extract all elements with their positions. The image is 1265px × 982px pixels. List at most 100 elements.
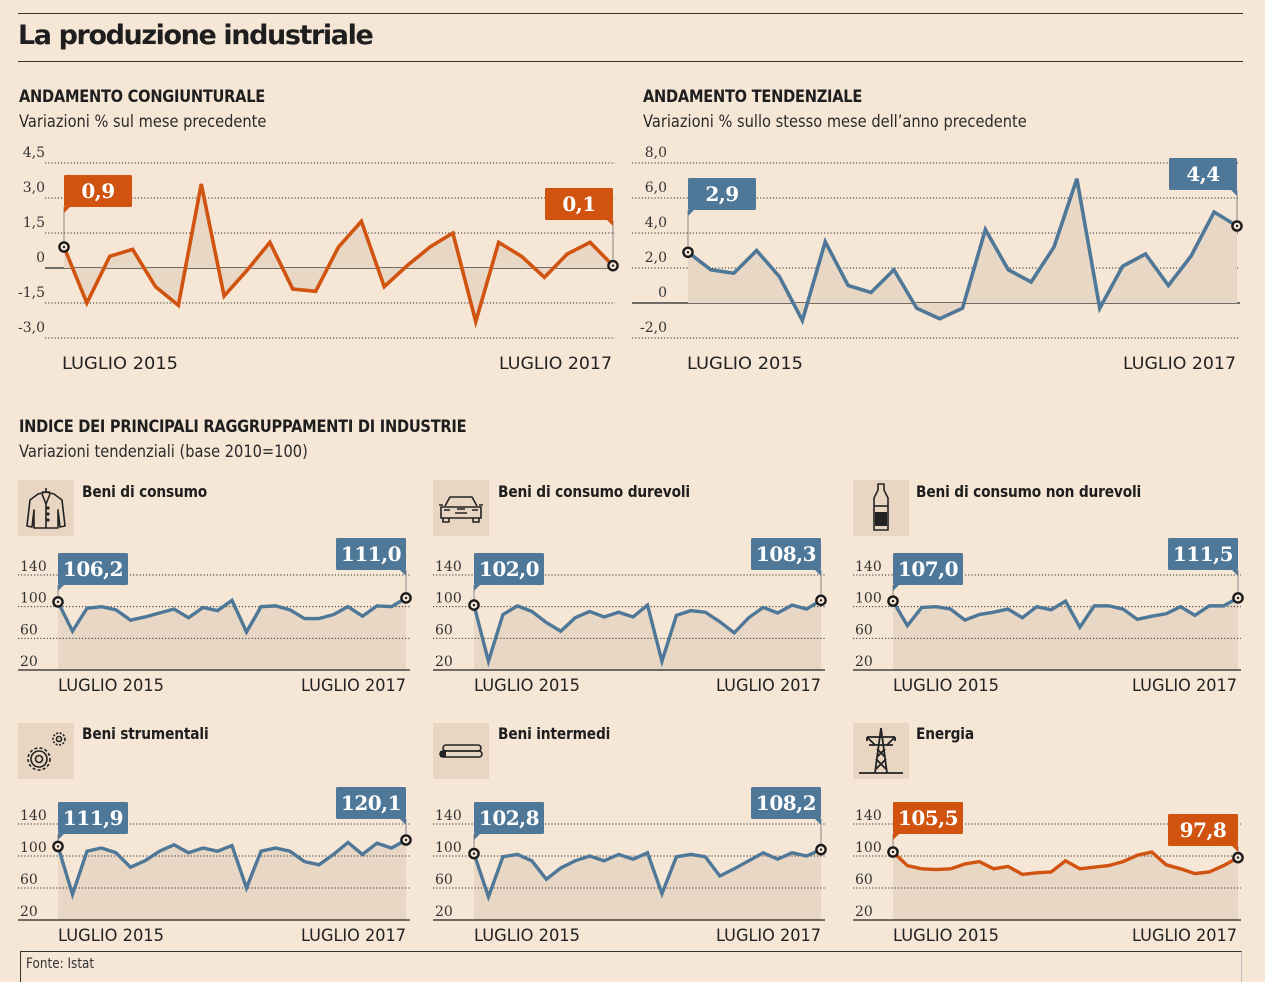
gears-icon xyxy=(27,732,66,771)
end-value-label-text: 111,0 xyxy=(341,542,401,566)
start-marker-dot xyxy=(686,251,690,254)
bottle-icon-box xyxy=(853,480,909,536)
page-title: La produzione industriale xyxy=(18,20,374,51)
x-end-label: LUGLIO 2017 xyxy=(301,926,406,946)
end-value-label-tail xyxy=(607,220,613,226)
y-tick-label: 140 xyxy=(435,559,462,575)
chart-beni-strumentali: 140 100 60 20 LUGLIO 2015 LUGLIO 2017 xyxy=(18,808,410,946)
jacket-icon-box xyxy=(18,480,74,536)
end-value-label: 108,2 xyxy=(751,787,821,825)
power-pylon-icon-box xyxy=(853,723,909,779)
end-value-label-box xyxy=(1168,814,1238,846)
end-value-label: 108,3 xyxy=(751,538,821,576)
panel-title-energia: Energia xyxy=(916,724,974,743)
series-line xyxy=(56,838,407,900)
area-fill xyxy=(474,600,821,670)
start-marker-dot xyxy=(891,850,895,854)
x-end-label: LUGLIO 2017 xyxy=(716,926,821,946)
end-marker-dot xyxy=(819,599,823,602)
section-title-raggruppamenti: INDICE DEI PRINCIPALI RAGGRUPPAMENTI DI … xyxy=(19,417,467,437)
y-tick-label: 100 xyxy=(855,591,882,607)
end-value-label-tail xyxy=(1232,570,1238,576)
y-tick-label: 3,0 xyxy=(23,180,45,196)
area-fill xyxy=(474,849,821,920)
x-end-label: LUGLIO 2017 xyxy=(1132,926,1237,946)
y-tick-label: 4,5 xyxy=(23,145,45,161)
y-tick-label: 60 xyxy=(855,622,873,638)
gears-icon-box xyxy=(18,723,74,779)
panel-title-beni-intermedi: Beni intermedi xyxy=(498,724,611,743)
start-value-label-tail xyxy=(688,210,694,216)
x-end-label: LUGLIO 2017 xyxy=(499,354,612,374)
pipes-icon-box xyxy=(433,723,489,779)
y-tick-label: 4,0 xyxy=(645,215,667,231)
x-end-label: LUGLIO 2017 xyxy=(716,676,821,696)
end-value-label: 120,1 xyxy=(336,787,406,825)
start-value-label-tail xyxy=(893,585,899,591)
section-subtitle-raggruppamenti: Variazioni tendenziali (base 2010=100) xyxy=(19,442,308,462)
end-value-label-box xyxy=(1168,538,1238,570)
end-marker-dot xyxy=(819,848,823,851)
start-value-label-box xyxy=(893,802,963,834)
end-value-label: 97,8 xyxy=(1168,814,1238,852)
start-value-label: 2,9 xyxy=(688,178,756,216)
start-value-label-text: 106,2 xyxy=(63,557,123,581)
start-value-label-tail xyxy=(64,207,70,213)
x-start-label: LUGLIO 2015 xyxy=(687,354,803,374)
end-value-label-text: 120,1 xyxy=(341,791,401,815)
car-icon-box xyxy=(433,480,489,536)
y-tick-label: 8,0 xyxy=(645,145,667,161)
start-value-label-text: 0,9 xyxy=(81,179,114,203)
start-value-label-box xyxy=(688,178,756,210)
section-title-congiunturale: ANDAMENTO CONGIUNTURALE xyxy=(19,87,266,107)
start-value-label-text: 102,8 xyxy=(479,806,539,830)
chart-beni-di-consumo: 140 100 60 20 LUGLIO 2015 LUGLIO 2017 xyxy=(18,559,410,696)
x-start-label: LUGLIO 2015 xyxy=(474,676,580,696)
start-marker-dot xyxy=(56,845,60,848)
area-fill xyxy=(688,178,1237,321)
start-value-label: 0,9 xyxy=(64,175,132,213)
chart-tendenziale: 8,0 6,0 4,0 2,0 0 -2,0 LUGLIO 2015 LUGLIO 2017 xyxy=(632,145,1240,374)
x-start-label: LUGLIO 2015 xyxy=(58,926,164,946)
end-value-label-tail xyxy=(1232,846,1238,852)
y-tick-label: 140 xyxy=(20,559,47,575)
series-line xyxy=(472,598,822,668)
end-value-label-text: 4,4 xyxy=(1186,162,1220,186)
start-value-label-text: 105,5 xyxy=(898,806,958,830)
pipes-icon xyxy=(439,744,483,758)
y-tick-label: 0 xyxy=(36,250,45,266)
y-tick-label: 140 xyxy=(435,808,462,824)
end-value-label-box xyxy=(336,538,406,570)
start-value-label-tail xyxy=(58,585,64,591)
start-value-label-text: 111,9 xyxy=(63,806,123,830)
title-rule xyxy=(18,61,1243,62)
start-value-label-tail xyxy=(893,834,899,840)
y-tick-label: 20 xyxy=(20,904,38,920)
end-value-label-box xyxy=(336,787,406,819)
start-marker-dot xyxy=(56,600,60,604)
x-start-label: LUGLIO 2015 xyxy=(893,676,999,696)
y-tick-label: 0 xyxy=(658,285,667,301)
y-tick-label: 60 xyxy=(20,872,38,888)
end-value-label: 4,4 xyxy=(1169,158,1237,196)
end-marker-dot xyxy=(404,838,408,842)
y-tick-label: 20 xyxy=(855,654,873,670)
start-value-label-text: 102,0 xyxy=(479,557,539,581)
start-marker-dot xyxy=(472,603,476,607)
end-value-label: 111,0 xyxy=(336,538,406,576)
end-value-label-tail xyxy=(815,819,821,825)
y-tick-label: 20 xyxy=(855,904,873,920)
x-start-label: LUGLIO 2015 xyxy=(474,926,580,946)
y-tick-label: 100 xyxy=(20,840,47,856)
series-line xyxy=(891,596,1239,631)
y-tick-label: 140 xyxy=(855,559,882,575)
series-line xyxy=(891,850,1239,877)
start-value-label-text: 2,9 xyxy=(705,182,738,206)
start-value-label: 102,0 xyxy=(474,553,544,591)
y-tick-label: 60 xyxy=(855,872,873,888)
x-start-label: LUGLIO 2015 xyxy=(893,926,999,946)
series-line xyxy=(472,848,822,902)
end-marker-dot xyxy=(1235,224,1239,228)
start-value-label-tail xyxy=(58,834,64,840)
x-end-label: LUGLIO 2017 xyxy=(301,676,406,696)
